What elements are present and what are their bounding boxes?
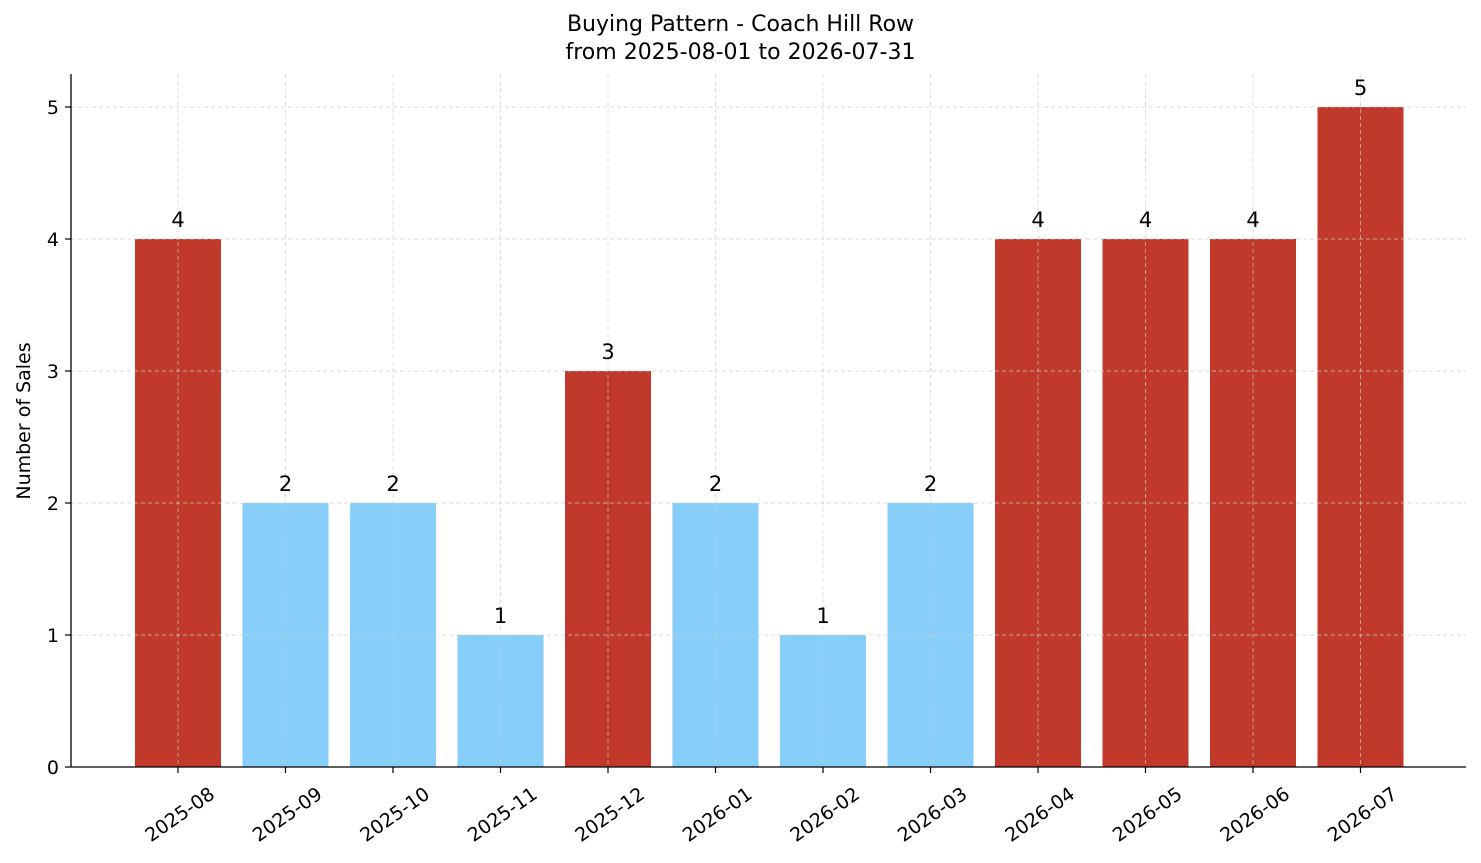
x-tick-label: 2026-01 bbox=[679, 783, 757, 847]
x-tick-label: 2026-06 bbox=[1216, 783, 1294, 847]
data-label: 5 bbox=[1354, 76, 1367, 100]
y-tick-label: 2 bbox=[47, 493, 59, 515]
y-tick-label: 5 bbox=[47, 97, 59, 119]
x-tick-label: 2025-08 bbox=[141, 783, 219, 847]
x-tick-label: 2026-02 bbox=[786, 783, 864, 847]
data-label: 2 bbox=[386, 472, 399, 496]
data-label: 4 bbox=[171, 208, 184, 232]
x-tick-label: 2025-09 bbox=[249, 783, 327, 847]
chart-title: Buying Pattern - Coach Hill Row bbox=[566, 12, 915, 37]
data-label: 4 bbox=[1031, 208, 1044, 232]
y-tick-label: 4 bbox=[47, 229, 59, 251]
x-tick-label: 2025-11 bbox=[464, 783, 542, 847]
data-label: 1 bbox=[494, 604, 507, 628]
x-tick-label: 2026-04 bbox=[1001, 783, 1079, 847]
x-tick-label: 2025-12 bbox=[571, 783, 649, 847]
data-label: 2 bbox=[924, 472, 937, 496]
x-tick-label: 2026-05 bbox=[1109, 783, 1187, 847]
data-label: 4 bbox=[1246, 208, 1259, 232]
bars bbox=[135, 107, 1404, 767]
data-label: 2 bbox=[709, 472, 722, 496]
x-tick-label: 2026-07 bbox=[1324, 783, 1402, 847]
data-label: 4 bbox=[1139, 208, 1152, 232]
data-labels: 4 2 2 1 3 2 1 2 4 4 4 5 bbox=[171, 76, 1367, 628]
data-label: 1 bbox=[816, 604, 829, 628]
bar-2026-07 bbox=[1317, 107, 1404, 767]
x-tick-label: 2026-03 bbox=[894, 783, 972, 847]
y-tick-label: 0 bbox=[47, 757, 59, 779]
y-tick-label: 3 bbox=[47, 361, 59, 383]
y-axis-label: Number of Sales bbox=[13, 342, 35, 499]
data-label: 2 bbox=[279, 472, 292, 496]
y-tick-label: 1 bbox=[47, 625, 59, 647]
data-label: 3 bbox=[601, 340, 614, 364]
x-tick-label: 2025-10 bbox=[356, 783, 434, 847]
chart-subtitle: from 2025-08-01 to 2026-07-31 bbox=[565, 40, 916, 65]
